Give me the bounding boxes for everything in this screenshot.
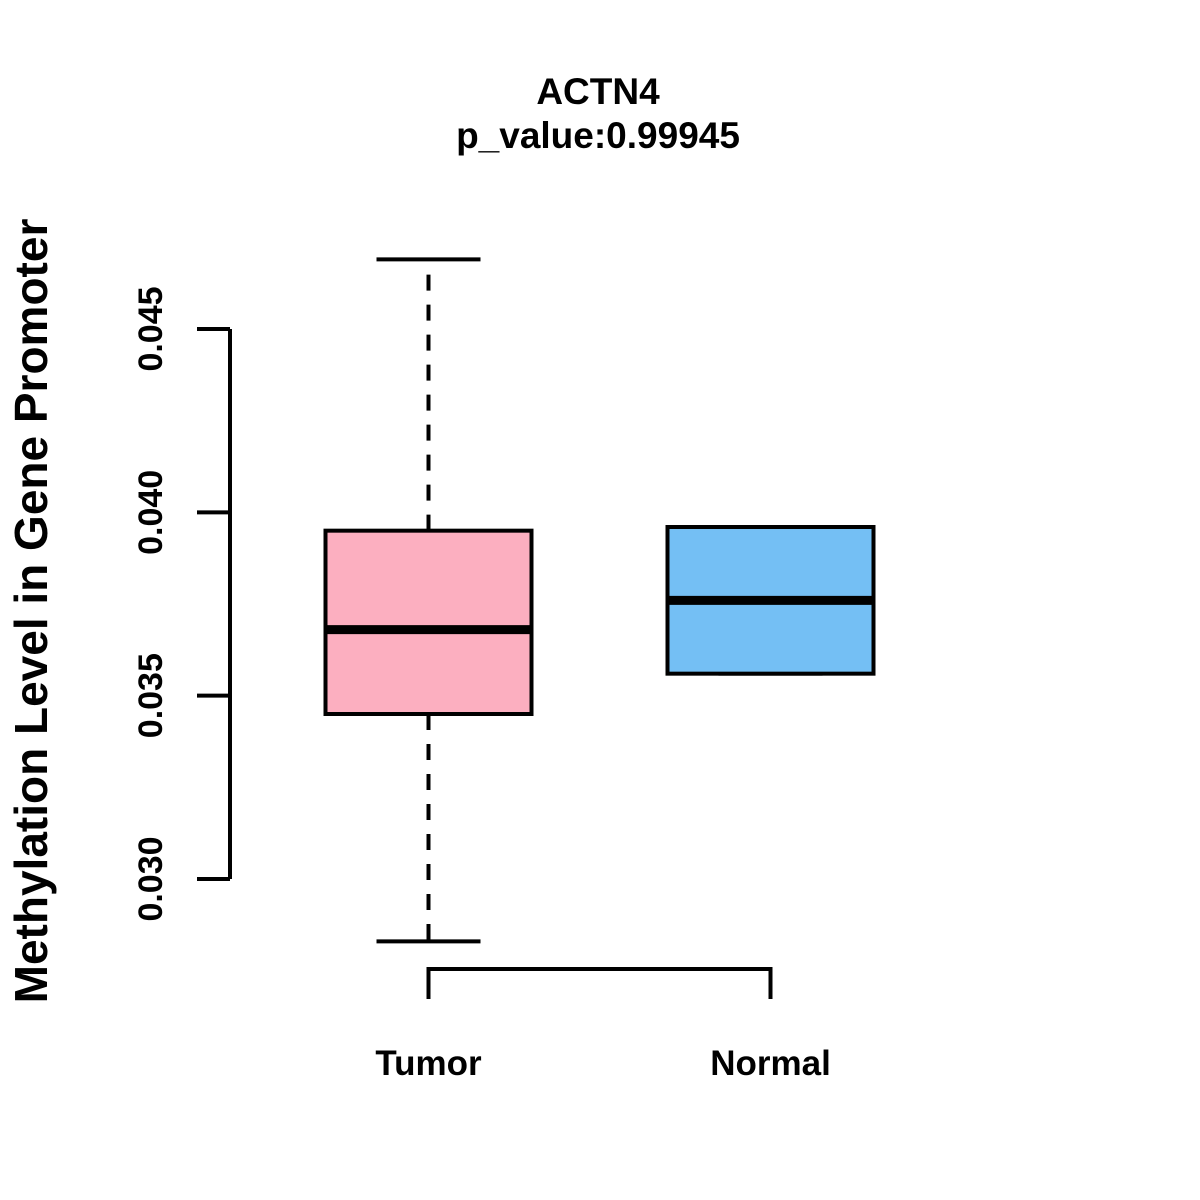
y-tick-label: 0.035 bbox=[132, 653, 170, 738]
y-tick-label: 0.045 bbox=[132, 286, 170, 371]
x-axis-bracket bbox=[426, 967, 773, 999]
x-label-normal: Normal bbox=[710, 1044, 831, 1083]
y-tick-label: 0.040 bbox=[132, 470, 170, 555]
plot-area: 0.030 0.035 0.040 0.045 Tumor Normal bbox=[132, 257, 876, 1083]
y-axis-label: Methylation Level in Gene Promoter bbox=[5, 219, 57, 1004]
chart-title: ACTN4 bbox=[536, 71, 660, 112]
tumor-box bbox=[323, 528, 534, 717]
chart-subtitle-pvalue: p_value:0.99945 bbox=[456, 115, 740, 156]
y-tick-label: 0.030 bbox=[132, 836, 170, 921]
x-label-tumor: Tumor bbox=[375, 1044, 482, 1083]
